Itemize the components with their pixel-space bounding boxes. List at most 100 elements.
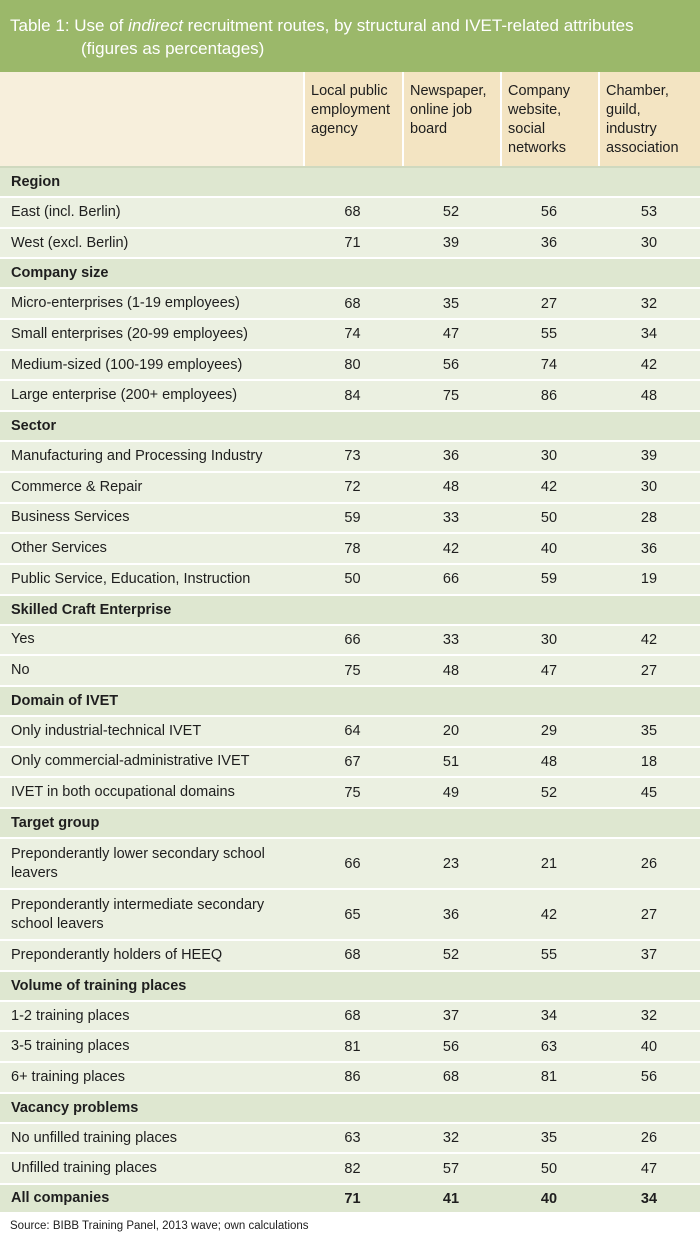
table-cell: 68 bbox=[344, 1008, 361, 1025]
table-cell: 30 bbox=[640, 235, 658, 252]
table-cell: 42 bbox=[640, 631, 658, 648]
table-cell: 74 bbox=[344, 326, 361, 343]
section-header: Vacancy problems bbox=[0, 1093, 700, 1124]
row-label: West (excl. Berlin) bbox=[11, 234, 129, 251]
table-cell: 78 bbox=[344, 540, 361, 557]
total-cell: 40 bbox=[540, 1190, 558, 1207]
table-cell: 56 bbox=[540, 204, 558, 221]
section-header: Volume of training places bbox=[0, 971, 700, 1002]
table-row: Preponderantly holders of HEEQ 68 52 55 37 bbox=[0, 941, 700, 972]
table-cell: 35 bbox=[640, 723, 658, 740]
table-cell: 42 bbox=[540, 479, 558, 496]
table-cell: 82 bbox=[344, 1160, 361, 1177]
table-cell: 28 bbox=[640, 509, 658, 526]
table-cell: 50 bbox=[344, 571, 361, 588]
table-row: IVET in both occupational domains 75 49 52 4… bbox=[0, 778, 700, 809]
row-label: IVET in both occupational domains bbox=[11, 784, 235, 801]
row-label: 1-2 training places bbox=[11, 1007, 130, 1024]
row-label: 6+ training places bbox=[11, 1068, 126, 1085]
table-cell: 68 bbox=[344, 947, 361, 964]
row-label: Yes bbox=[11, 631, 35, 648]
row-label: No unfilled training places bbox=[11, 1129, 178, 1146]
table-cell: 49 bbox=[442, 784, 460, 801]
column-header: Chamber, guild, industry association bbox=[598, 72, 700, 166]
table-row: Other Services 78 42 40 36 bbox=[0, 534, 700, 565]
section-header: Region bbox=[0, 168, 700, 198]
table-cell: 18 bbox=[640, 753, 658, 770]
table-row: Yes 66 33 30 42 bbox=[0, 625, 700, 657]
table-row: No 75 48 47 27 bbox=[0, 656, 700, 687]
table-row: 6+ training places 86 68 81 56 bbox=[0, 1063, 700, 1094]
table-cell: 80 bbox=[344, 357, 361, 374]
table-cell: 33 bbox=[442, 631, 460, 648]
section-header: Skilled Craft Enterprise bbox=[0, 595, 700, 626]
total-row: All companies 71 41 40 34 bbox=[0, 1185, 700, 1215]
table-cell: 56 bbox=[442, 357, 460, 374]
table-cell: 36 bbox=[442, 906, 460, 923]
column-header-row: Local public employment agency Newspaper… bbox=[0, 72, 700, 168]
total-label: All companies bbox=[11, 1190, 110, 1207]
table-cell: 32 bbox=[442, 1130, 460, 1147]
table-cell: 23 bbox=[442, 855, 460, 872]
table-cell: 52 bbox=[442, 947, 460, 964]
table-cell: 59 bbox=[540, 571, 558, 588]
column-header: Newspaper, online job board bbox=[402, 72, 500, 166]
table-cell: 81 bbox=[344, 1038, 361, 1055]
table-cell: 48 bbox=[442, 662, 460, 679]
table-cell: 67 bbox=[344, 753, 361, 770]
table-cell: 75 bbox=[344, 784, 361, 801]
table-cell: 36 bbox=[640, 540, 658, 557]
row-label: Unfilled training places bbox=[11, 1160, 157, 1177]
table-cell: 45 bbox=[640, 784, 658, 801]
column-header: Company website, social networks bbox=[500, 72, 598, 166]
row-label: Other Services bbox=[11, 540, 107, 557]
table-cell: 26 bbox=[640, 1130, 658, 1147]
table-row: No unfilled training places 63 32 35 26 bbox=[0, 1123, 700, 1155]
table-cell: 48 bbox=[640, 387, 658, 404]
table-cell: 27 bbox=[640, 906, 658, 923]
table-cell: 86 bbox=[540, 387, 558, 404]
table-cell: 47 bbox=[640, 1160, 658, 1177]
table-cell: 72 bbox=[344, 479, 361, 496]
row-label: 3-5 training places bbox=[11, 1038, 130, 1055]
row-label: Business Services bbox=[11, 509, 130, 526]
table-cell: 57 bbox=[442, 1160, 460, 1177]
table-cell: 42 bbox=[640, 357, 658, 374]
table-cell: 66 bbox=[442, 571, 460, 588]
table-cell: 64 bbox=[344, 723, 361, 740]
table-cell: 35 bbox=[540, 1130, 558, 1147]
title-line1: Table 1: Use of indirect recruitment rou… bbox=[10, 16, 634, 35]
table-cell: 84 bbox=[344, 387, 361, 404]
column-header: Local public employment agency bbox=[303, 72, 402, 166]
table-cell: 68 bbox=[344, 295, 361, 312]
table-cell: 50 bbox=[540, 1160, 558, 1177]
row-label: Medium-sized (100-199 employees) bbox=[11, 356, 243, 373]
table-cell: 68 bbox=[344, 204, 361, 221]
source-note: Source: BIBB Training Panel, 2013 wave; … bbox=[10, 1220, 309, 1233]
table-cell: 74 bbox=[540, 357, 558, 374]
title-line2: (figures as percentages) bbox=[81, 39, 265, 58]
table-cell: 37 bbox=[640, 947, 658, 964]
table-cell: 35 bbox=[442, 295, 460, 312]
table-cell: 48 bbox=[442, 479, 460, 496]
section-header: Target group bbox=[0, 809, 700, 839]
total-cell: 41 bbox=[442, 1190, 460, 1207]
table-cell: 53 bbox=[640, 204, 658, 221]
table-cell: 42 bbox=[540, 906, 558, 923]
table-cell: 30 bbox=[640, 479, 658, 496]
table-cell: 34 bbox=[540, 1008, 558, 1025]
table-row: 1-2 training places 68 37 34 32 bbox=[0, 1001, 700, 1033]
table-row: West (excl. Berlin) 71 39 36 30 bbox=[0, 228, 700, 260]
section-header: Company size bbox=[0, 259, 700, 290]
table-cell: 86 bbox=[344, 1069, 361, 1086]
table-row: Small enterprises (20-99 employees) 74 47 5… bbox=[0, 320, 700, 351]
table-cell: 30 bbox=[540, 448, 558, 465]
row-label: East (incl. Berlin) bbox=[11, 203, 121, 220]
table-row: Manufacturing and Processing Industry 73 3… bbox=[0, 442, 700, 473]
table-cell: 55 bbox=[540, 326, 558, 343]
row-label: Manufacturing and Processing Industry bbox=[11, 447, 263, 464]
row-label: Commerce & Repair bbox=[11, 478, 143, 495]
table-row: Unfilled training places 82 57 50 47 bbox=[0, 1154, 700, 1186]
table-cell: 40 bbox=[540, 540, 558, 557]
table-cell: 66 bbox=[344, 855, 361, 872]
